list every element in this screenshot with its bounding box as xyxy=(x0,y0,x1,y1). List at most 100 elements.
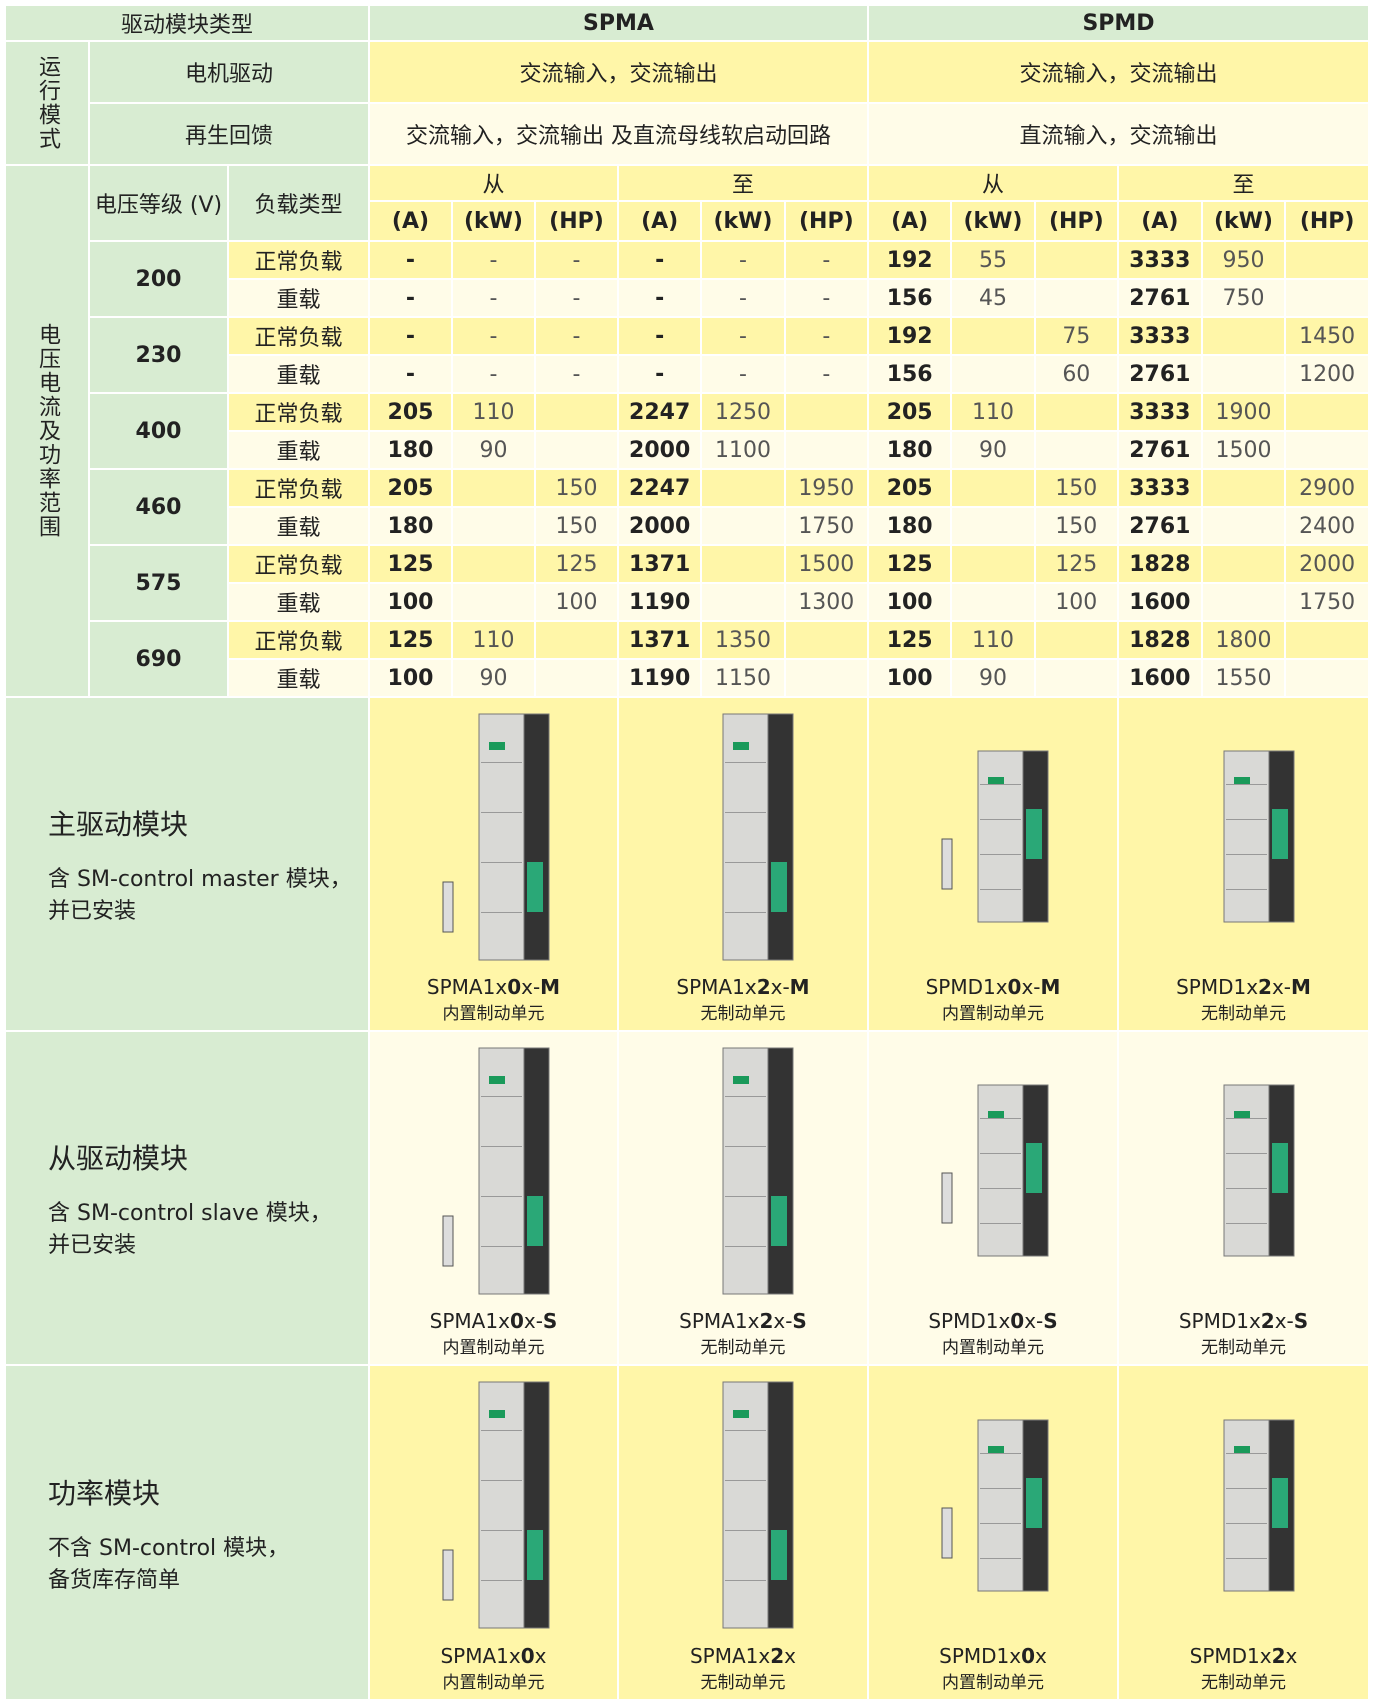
model-part: 0 xyxy=(1021,1644,1035,1668)
value-cell: - xyxy=(618,241,701,279)
value-cell: - xyxy=(535,355,618,393)
model-part: M xyxy=(790,975,810,999)
value-cell: 1550 xyxy=(1202,659,1286,697)
unit-label: (kW) xyxy=(1202,201,1286,241)
module-note: 无制动单元 xyxy=(701,1668,786,1693)
value-cell xyxy=(701,507,784,545)
range-label: 从 xyxy=(369,165,618,201)
model-part: SPMA1x xyxy=(676,975,756,999)
value-cell: 1500 xyxy=(785,545,868,583)
value-cell: - xyxy=(785,241,868,279)
range-label: 至 xyxy=(1118,165,1369,201)
model-part: x xyxy=(784,1644,796,1668)
model-part: 2 xyxy=(759,1309,773,1333)
mode-row-label: 再生回馈 xyxy=(89,103,369,165)
model-part: SPMA1x xyxy=(427,975,507,999)
header-group: SPMD xyxy=(868,5,1369,41)
value-cell: - xyxy=(701,355,784,393)
value-cell: - xyxy=(785,279,868,317)
value-cell xyxy=(1285,241,1369,279)
voltage: 230 xyxy=(89,317,228,393)
model-part: x- xyxy=(524,1309,543,1333)
value-cell: 2400 xyxy=(1285,507,1369,545)
value-cell xyxy=(452,469,535,507)
value-cell: 110 xyxy=(951,621,1034,659)
module-model: SPMA1x2x xyxy=(690,1644,796,1668)
module-image-box xyxy=(928,1032,1058,1309)
value-cell xyxy=(1285,393,1369,431)
module-image-box xyxy=(928,1366,1058,1644)
value-cell xyxy=(701,545,784,583)
value-cell: 1150 xyxy=(701,659,784,697)
value-cell: 2900 xyxy=(1285,469,1369,507)
value-cell xyxy=(535,621,618,659)
module-model: SPMA1x2x-S xyxy=(679,1309,807,1333)
load-type: 正常负载 xyxy=(228,393,369,431)
value-cell: 2247 xyxy=(618,393,701,431)
value-cell: - xyxy=(535,317,618,355)
value-cell: 150 xyxy=(535,507,618,545)
value-cell xyxy=(452,545,535,583)
value-cell xyxy=(1285,279,1369,317)
model-part: SPMA1x xyxy=(440,1644,520,1668)
model-part: M xyxy=(540,975,560,999)
module-image-box xyxy=(678,1366,808,1644)
value-cell: 205 xyxy=(868,393,951,431)
value-cell xyxy=(1035,621,1118,659)
model-part: S xyxy=(543,1309,557,1333)
value-cell xyxy=(1202,583,1286,621)
model-part: SPMD1x xyxy=(928,1309,1010,1333)
module-model: SPMD1x2x xyxy=(1190,1644,1298,1668)
module-model: SPMD1x2x-S xyxy=(1179,1309,1308,1333)
value-cell: 1450 xyxy=(1285,317,1369,355)
module-note: 内置制动单元 xyxy=(443,1668,545,1693)
module-model: SPMD1x0x-M xyxy=(926,975,1061,999)
value-cell xyxy=(1035,393,1118,431)
module-image xyxy=(928,749,1058,924)
module-image-box xyxy=(1179,698,1309,975)
value-cell xyxy=(1035,279,1118,317)
module-image xyxy=(1179,1418,1309,1593)
module-model: SPMA1x0x-M xyxy=(427,975,560,999)
value-cell: 950 xyxy=(1202,241,1286,279)
mode-spma: 交流输入，交流输出 xyxy=(369,41,868,103)
voltage-label: 电压等级 (V) xyxy=(89,165,228,241)
value-cell: 3333 xyxy=(1118,469,1202,507)
module-label: 从驱动模块含 SM-control slave 模块，并已安装 xyxy=(5,1031,369,1365)
mode-spmd: 交流输入，交流输出 xyxy=(868,41,1369,103)
value-cell: 55 xyxy=(951,241,1034,279)
module-image xyxy=(928,1083,1058,1258)
module-model: SPMD1x0x-S xyxy=(928,1309,1057,1333)
value-cell xyxy=(701,583,784,621)
load-type: 重载 xyxy=(228,355,369,393)
value-cell: 125 xyxy=(535,545,618,583)
module-image xyxy=(429,712,559,962)
module-image xyxy=(1179,1083,1309,1258)
value-cell: 150 xyxy=(1035,469,1118,507)
value-cell: 100 xyxy=(868,659,951,697)
value-cell: - xyxy=(452,355,535,393)
value-cell xyxy=(951,507,1034,545)
model-part: x xyxy=(1286,1644,1298,1668)
model-part: SPMA1x xyxy=(679,1309,759,1333)
value-cell xyxy=(535,393,618,431)
load-type: 重载 xyxy=(228,659,369,697)
value-cell: 90 xyxy=(951,659,1034,697)
value-cell: 1190 xyxy=(618,583,701,621)
value-cell: 156 xyxy=(868,279,951,317)
value-cell: 205 xyxy=(369,469,452,507)
module-image xyxy=(678,1046,808,1296)
value-cell: 100 xyxy=(369,583,452,621)
load-type: 正常负载 xyxy=(228,317,369,355)
module-title: 主驱动模块 xyxy=(48,803,188,843)
module-image xyxy=(1179,749,1309,924)
value-cell: 2761 xyxy=(1118,507,1202,545)
value-cell xyxy=(535,431,618,469)
value-cell: 125 xyxy=(1035,545,1118,583)
value-cell: 100 xyxy=(369,659,452,697)
value-cell: 150 xyxy=(535,469,618,507)
module-note: 无制动单元 xyxy=(1201,1668,1286,1693)
value-cell xyxy=(951,317,1034,355)
